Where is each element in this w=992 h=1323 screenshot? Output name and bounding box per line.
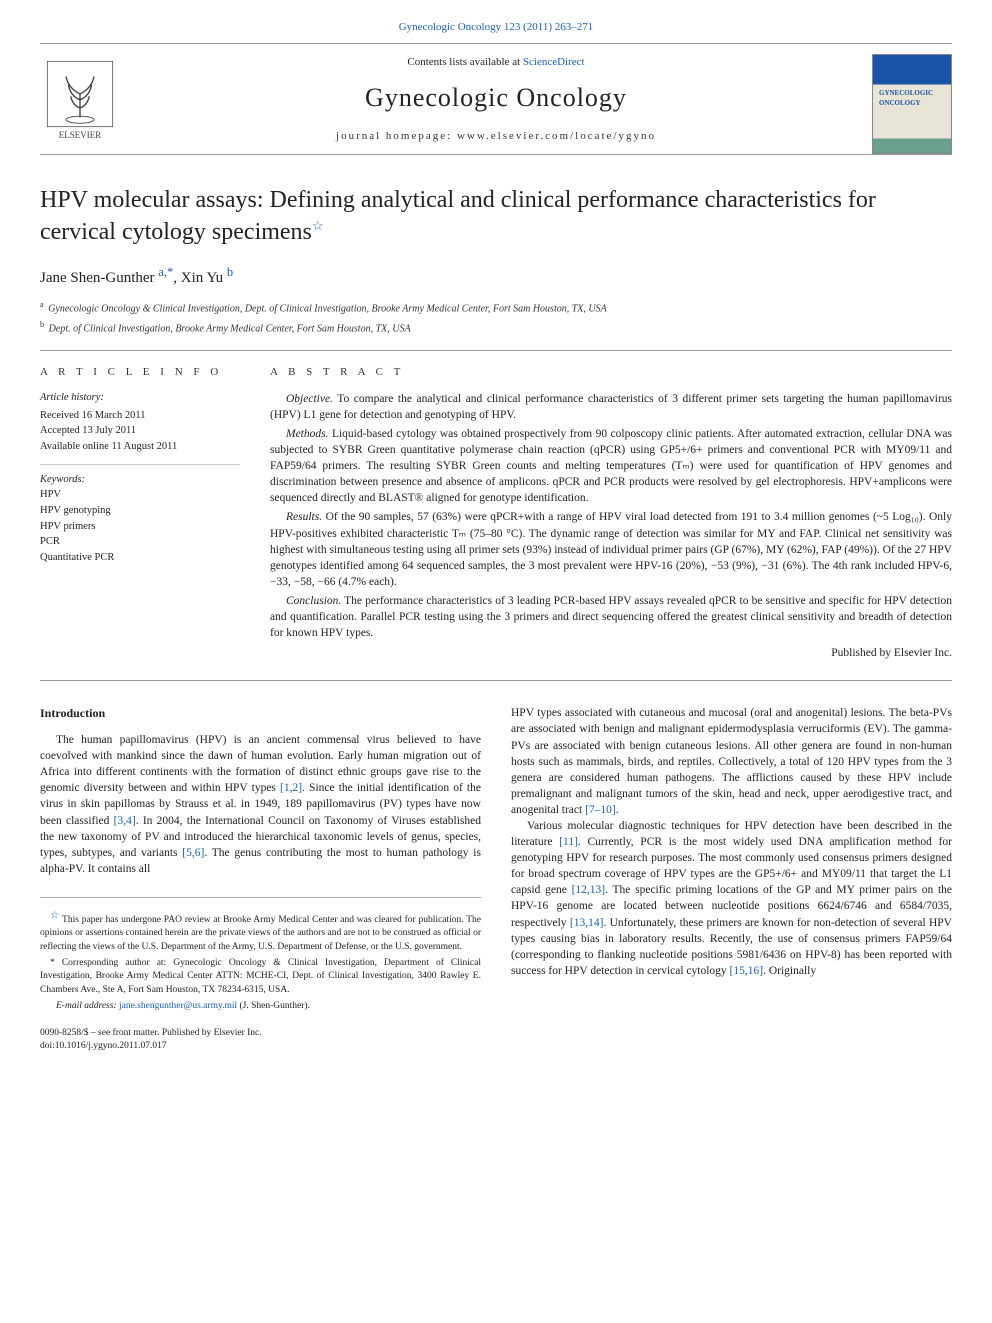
footnote-corr-star: * [50,958,62,968]
ref-link[interactable]: [3,4] [114,815,136,827]
abs-results-label: Results. [286,511,322,523]
keywords-block: Keywords: HPV HPV genotyping HPV primers… [40,473,240,566]
history-received: Received 16 March 2011 [40,409,240,424]
journal-homepage-line: journal homepage: www.elsevier.com/locat… [120,129,872,154]
footnotes: ☆ This paper has undergone PAO review at… [40,897,481,1013]
email-link[interactable]: jane.shengunther@us.army.mil [119,1001,237,1011]
bottom-meta: 0090-8258/$ – see front matter. Publishe… [40,1027,481,1054]
top-citation-link[interactable]: Gynecologic Oncology 123 (2011) 263–271 [399,21,594,33]
keyword: HPV genotyping [40,504,240,519]
ref-link[interactable]: [15,16] [730,965,764,977]
history-online: Available online 11 August 2011 [40,440,240,455]
keyword: Quantitative PCR [40,551,240,566]
contents-prefix: Contents lists available at [407,56,522,68]
front-matter-line: 0090-8258/$ – see front matter. Publishe… [40,1027,481,1040]
intro-paragraph-2: Various molecular diagnostic techniques … [511,818,952,979]
title-footnote-star-icon: ☆ [312,218,324,233]
abs-conclusion-label: Conclusion. [286,595,341,607]
ref-link[interactable]: [12,13] [572,884,606,896]
author-2: Xin Yu [181,270,223,286]
authors-line: Jane Shen-Gunther a,*, Xin Yu b [40,264,952,289]
doi-line: doi:10.1016/j.ygyno.2011.07.017 [40,1040,481,1053]
info-abstract-row: A R T I C L E I N F O Article history: R… [40,350,952,681]
ref-link[interactable]: [1,2] [280,782,302,794]
elsevier-tree-icon [45,59,115,129]
article-info: A R T I C L E I N F O Article history: R… [40,365,240,664]
ref-link[interactable]: [7–10] [585,804,616,816]
history-accepted: Accepted 13 July 2011 [40,424,240,439]
top-citation: Gynecologic Oncology 123 (2011) 263–271 [40,20,952,35]
abstract: A B S T R A C T Objective. To compare th… [270,365,952,664]
abs-objective-label: Objective. [286,393,333,405]
right-column: HPV types associated with cutaneous and … [511,705,952,1053]
keyword: HPV primers [40,520,240,535]
author-2-affil-link[interactable]: b [227,265,233,279]
left-column: Introduction The human papillomavirus (H… [40,705,481,1053]
journal-homepage: www.elsevier.com/locate/ygyno [457,130,656,142]
keyword: PCR [40,535,240,550]
body-two-column: Introduction The human papillomavirus (H… [40,705,952,1053]
section-heading-introduction: Introduction [40,705,481,722]
author-1-affil-link[interactable]: a, [158,265,167,279]
abstract-published: Published by Elsevier Inc. [270,645,952,661]
sciencedirect-link[interactable]: ScienceDirect [523,56,585,68]
article-info-heading: A R T I C L E I N F O [40,365,240,380]
contents-line: Contents lists available at ScienceDirec… [120,55,872,70]
article-history: Article history: Received 16 March 2011 … [40,391,240,465]
article-title: HPV molecular assays: Defining analytica… [40,185,952,247]
ref-link[interactable]: [5,6] [182,847,204,859]
elsevier-logo: ELSEVIER [40,59,120,149]
journal-cover-thumb: GYNECOLOGICONCOLOGY [872,54,952,154]
journal-name: Gynecologic Oncology [120,80,872,116]
ref-link[interactable]: [13,14] [570,917,604,929]
author-1: Jane Shen-Gunther [40,270,155,286]
header-center: Contents lists available at ScienceDirec… [120,55,872,154]
footnote-star-icon: ☆ [50,910,59,921]
intro-paragraph-cont: HPV types associated with cutaneous and … [511,705,952,818]
abs-methods-label: Methods. [286,428,328,440]
ref-link[interactable]: [11] [559,836,578,848]
affiliation-a: a Gynecologic Oncology & Clinical Invest… [40,299,952,316]
intro-paragraph: The human papillomavirus (HPV) is an anc… [40,732,481,877]
affiliation-b: b Dept. of Clinical Investigation, Brook… [40,319,952,336]
abstract-heading: A B S T R A C T [270,365,952,380]
keyword: HPV [40,488,240,503]
journal-header: ELSEVIER Contents lists available at Sci… [40,43,952,155]
email-label: E-mail address: [56,1001,119,1011]
elsevier-label: ELSEVIER [59,129,102,142]
